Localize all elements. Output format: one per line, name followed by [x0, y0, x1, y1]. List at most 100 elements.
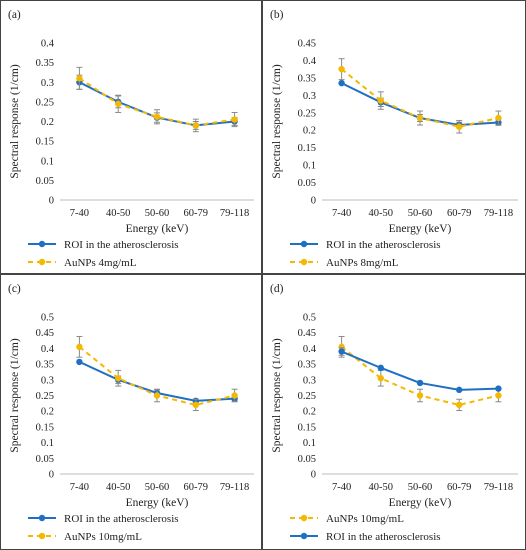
y-tick-label: 0.15 [36, 137, 54, 148]
data-point [456, 386, 463, 394]
data-point [456, 123, 463, 130]
data-point [338, 79, 345, 87]
y-tick-label: 0.2 [303, 126, 316, 137]
x-tick-label: 50-60 [408, 208, 433, 219]
y-tick-label: 0.05 [298, 454, 316, 465]
y-tick-label: 0.25 [298, 108, 316, 119]
y-tick-label: 0.2 [41, 117, 54, 128]
x-tick-label: 7-40 [332, 482, 351, 493]
data-point [338, 65, 345, 73]
y-tick-label: 0 [311, 196, 316, 207]
y-axis-label: Spectral response (1/cm) [271, 64, 283, 178]
data-point [456, 401, 463, 409]
x-tick-label: 79-118 [484, 208, 513, 219]
y-tick-label: 0.3 [303, 91, 316, 102]
y-tick-label: 0.45 [298, 39, 316, 50]
series-dashed [338, 335, 502, 412]
data-point [416, 392, 424, 399]
y-tick-label: 0.3 [41, 375, 54, 386]
y-tick-label: 0.35 [36, 58, 54, 69]
x-axis-label: Energy (keV) [389, 223, 452, 235]
x-tick-label: 7-40 [332, 208, 351, 219]
y-tick-label: 0.05 [298, 178, 316, 189]
legend-marker [38, 532, 46, 540]
legend-label: AuNPs 8mg/mL [326, 257, 399, 269]
x-tick-label: 60-79 [184, 482, 209, 493]
data-point [338, 348, 345, 355]
y-tick-label: 0.3 [303, 375, 316, 386]
data-point [76, 358, 83, 366]
data-point [416, 379, 424, 387]
y-tick-label: 0.05 [36, 176, 54, 187]
x-tick-label: 50-60 [408, 482, 433, 493]
panel-label: (c) [8, 283, 21, 295]
y-tick-label: 0.3 [41, 78, 54, 89]
x-tick-label: 40-50 [106, 208, 131, 219]
y-axis-label: Spectral response (1/cm) [9, 338, 21, 452]
legend-label: ROI in the atherosclerosis [64, 513, 179, 525]
x-tick-label: 79-118 [220, 482, 249, 493]
y-tick-label: 0.25 [298, 391, 316, 402]
data-point [192, 122, 199, 129]
data-point [76, 75, 83, 82]
legend-marker [300, 240, 308, 248]
y-tick-label: 0.25 [36, 391, 54, 402]
x-axis-label: Energy (keV) [389, 497, 452, 509]
legend-label: AuNPs 10mg/mL [64, 531, 142, 543]
y-axis-label: Spectral response (1/cm) [9, 64, 21, 178]
legend-label: AuNPs 10mg/mL [326, 513, 404, 525]
x-tick-label: 60-79 [447, 208, 472, 219]
y-tick-label: 0 [49, 470, 54, 481]
series-solid [338, 347, 502, 394]
y-tick-label: 0.1 [41, 156, 54, 167]
series-dashed [76, 335, 238, 412]
x-tick-label: 50-60 [145, 482, 170, 493]
y-tick-label: 0.4 [303, 56, 317, 67]
series-dashed [76, 66, 238, 133]
panel-label: (a) [8, 9, 21, 21]
x-tick-label: 79-118 [220, 208, 249, 219]
legend-marker [38, 514, 46, 522]
y-tick-label: 0.25 [36, 97, 54, 108]
x-tick-label: 79-118 [484, 482, 513, 493]
x-tick-label: 40-50 [369, 482, 394, 493]
y-tick-label: 0.15 [36, 422, 54, 433]
panel-label: (d) [270, 283, 284, 295]
series-dashed [338, 58, 502, 134]
legend-label: ROI in the atherosclerosis [326, 531, 441, 543]
data-point [338, 343, 345, 351]
panel-label: (b) [270, 9, 284, 21]
x-tick-label: 50-60 [145, 208, 170, 219]
data-point [192, 401, 199, 409]
data-point [495, 385, 502, 392]
data-point [377, 364, 384, 372]
y-tick-label: 0.2 [303, 407, 316, 418]
data-point [153, 392, 161, 399]
chart-panel: (c) 0 0.05 0.1 0.15 0.2 0.25 0.3 0.35 0.4 0.45 0.5 7… [0, 274, 262, 550]
data-point [377, 375, 384, 382]
chart-panel: (d) 0 0.05 0.1 0.15 0.2 0.25 0.3 0.35 0.4 0.45 0.5 7… [262, 274, 526, 550]
y-tick-label: 0.4 [41, 344, 55, 355]
x-tick-label: 40-50 [106, 482, 131, 493]
y-tick-label: 0.1 [303, 161, 316, 172]
legend-marker [38, 258, 46, 266]
chart-panel: (b) 0 0.05 0.1 0.15 0.2 0.25 0.3 0.35 0.4 0.45 7-40… [262, 0, 526, 274]
y-tick-label: 0.5 [303, 313, 316, 324]
x-tick-label: 7-40 [70, 482, 89, 493]
y-tick-label: 0.15 [298, 143, 316, 154]
data-point [416, 114, 424, 122]
data-point [115, 375, 122, 382]
y-tick-label: 0.5 [41, 313, 54, 324]
y-tick-label: 0.35 [36, 360, 54, 371]
y-tick-label: 0.1 [41, 438, 54, 449]
x-tick-label: 60-79 [184, 208, 209, 219]
y-tick-label: 0.45 [298, 328, 316, 339]
legend-label: ROI in the atherosclerosis [326, 239, 441, 251]
data-point [495, 392, 502, 399]
data-point [153, 113, 161, 120]
data-point [231, 392, 238, 399]
legend-label: AuNPs 4mg/mL [64, 257, 137, 269]
x-tick-label: 7-40 [70, 208, 89, 219]
y-tick-label: 0.05 [36, 454, 54, 465]
